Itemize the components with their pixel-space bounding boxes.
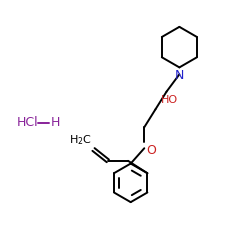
Text: O: O bbox=[146, 144, 156, 157]
Text: HCl: HCl bbox=[17, 116, 38, 129]
Text: H$_2$C: H$_2$C bbox=[68, 134, 92, 147]
Text: HO: HO bbox=[161, 95, 178, 105]
Text: N: N bbox=[175, 69, 184, 82]
Text: H: H bbox=[51, 116, 60, 129]
